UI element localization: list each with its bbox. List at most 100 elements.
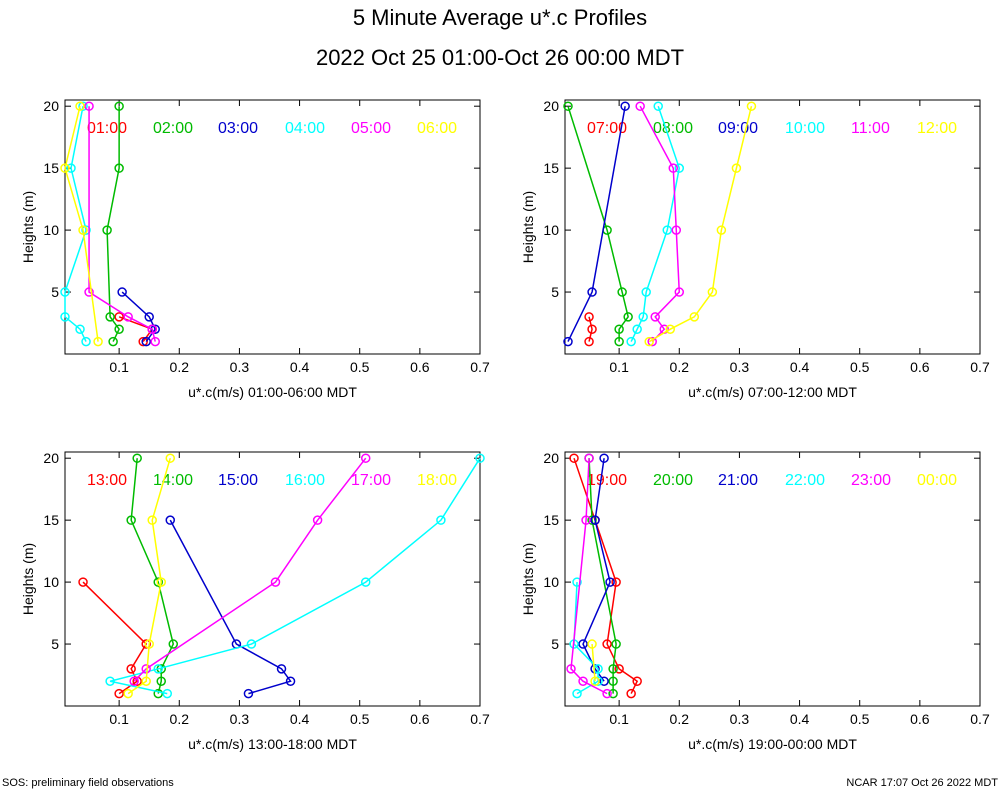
data-point	[587, 515, 597, 525]
series-line	[591, 643, 596, 682]
x-tick-label: 0.1	[609, 711, 629, 727]
data-point	[608, 688, 618, 699]
series-line	[639, 105, 681, 343]
data-point	[584, 312, 594, 322]
x-tick-label: 0.5	[350, 359, 370, 375]
x-tick-label: 0.3	[230, 359, 250, 375]
data-point	[662, 225, 672, 235]
data-point	[78, 225, 88, 235]
data-point	[626, 336, 636, 347]
data-point	[132, 453, 142, 463]
legend-entry: 10:00	[785, 120, 825, 137]
x-tick-label: 0.2	[670, 711, 690, 727]
data-point	[78, 101, 88, 111]
legend-entry: 07:00	[587, 120, 627, 137]
legend-entry: 04:00	[285, 120, 325, 137]
x-tick-label: 0.4	[290, 359, 310, 375]
y-tick-label: 20	[43, 450, 59, 466]
series-line	[588, 458, 617, 694]
x-tick-label: 0.7	[970, 711, 990, 727]
data-point	[602, 688, 612, 699]
legend-entry: 13:00	[87, 472, 127, 489]
data-point	[75, 101, 85, 111]
data-point	[117, 287, 127, 297]
data-point	[141, 639, 151, 649]
data-point	[689, 312, 700, 322]
data-point	[653, 101, 663, 111]
data-point	[578, 639, 588, 649]
legend-entry: 15:00	[218, 472, 258, 489]
data-point	[665, 324, 676, 334]
data-point	[475, 453, 485, 463]
series-line	[648, 106, 753, 343]
x-tick-label: 0.1	[109, 711, 129, 727]
x-tick-label: 0.7	[470, 359, 490, 375]
y-axis-label: Heights (m)	[520, 191, 536, 263]
data-point	[105, 676, 115, 686]
x-tick-label: 0.4	[790, 711, 810, 727]
x-axis-label: u*.c(m/s) 07:00-12:00 MDT	[688, 384, 857, 400]
x-tick-label: 0.5	[350, 711, 370, 727]
data-point	[587, 324, 597, 334]
x-tick-label: 0.4	[790, 359, 810, 375]
data-point	[156, 577, 166, 587]
data-point	[78, 577, 88, 587]
data-point	[614, 664, 624, 674]
legend-entry: 14:00	[153, 472, 193, 489]
data-point	[671, 225, 682, 235]
data-point	[746, 101, 757, 111]
data-point	[114, 688, 124, 699]
y-tick-label: 15	[43, 512, 59, 528]
data-point	[626, 688, 636, 699]
data-point	[75, 324, 85, 334]
series-line	[121, 291, 157, 343]
data-point	[141, 676, 151, 686]
data-point	[641, 287, 651, 297]
data-point	[105, 312, 115, 322]
data-point	[578, 676, 588, 686]
data-point	[566, 664, 576, 674]
y-tick-label: 20	[543, 450, 559, 466]
data-point	[126, 664, 136, 674]
data-point	[243, 688, 254, 699]
x-tick-label: 0.7	[470, 711, 490, 727]
data-point	[162, 688, 172, 699]
y-tick-label: 5	[551, 284, 559, 300]
legend-entry: 16:00	[285, 472, 325, 489]
y-tick-label: 10	[543, 574, 559, 590]
x-tick-label: 0.5	[850, 711, 870, 727]
data-point	[614, 336, 624, 347]
legend-entry: 00:00	[917, 472, 957, 489]
series-line	[130, 458, 175, 694]
x-tick-label: 0.2	[170, 711, 190, 727]
data-point	[436, 515, 446, 525]
data-point	[584, 453, 594, 463]
data-point	[360, 453, 371, 463]
legend-entry: 03:00	[218, 120, 258, 137]
data-point	[611, 639, 621, 649]
data-point	[620, 101, 630, 111]
legend-entry: 05:00	[351, 120, 391, 137]
series-line	[567, 105, 629, 342]
data-point	[563, 336, 573, 347]
data-point	[102, 225, 112, 235]
legend-entry: 08:00	[653, 120, 693, 137]
x-tick-label: 0.3	[730, 711, 750, 727]
data-point	[716, 225, 727, 235]
y-axis-label: Heights (m)	[20, 191, 36, 263]
data-point	[153, 664, 163, 674]
data-point	[114, 101, 124, 111]
legend-entry: 09:00	[718, 120, 758, 137]
y-axis-label: Heights (m)	[20, 543, 36, 615]
data-point	[599, 676, 609, 686]
data-point	[93, 336, 103, 347]
data-point	[168, 639, 179, 649]
data-point	[144, 639, 154, 649]
data-point	[605, 577, 615, 587]
data-point	[84, 101, 94, 111]
legend-entry: 20:00	[653, 472, 693, 489]
series-line	[567, 106, 626, 342]
plot-frame	[64, 99, 481, 355]
data-point	[614, 324, 624, 334]
x-tick-label: 0.6	[910, 359, 930, 375]
